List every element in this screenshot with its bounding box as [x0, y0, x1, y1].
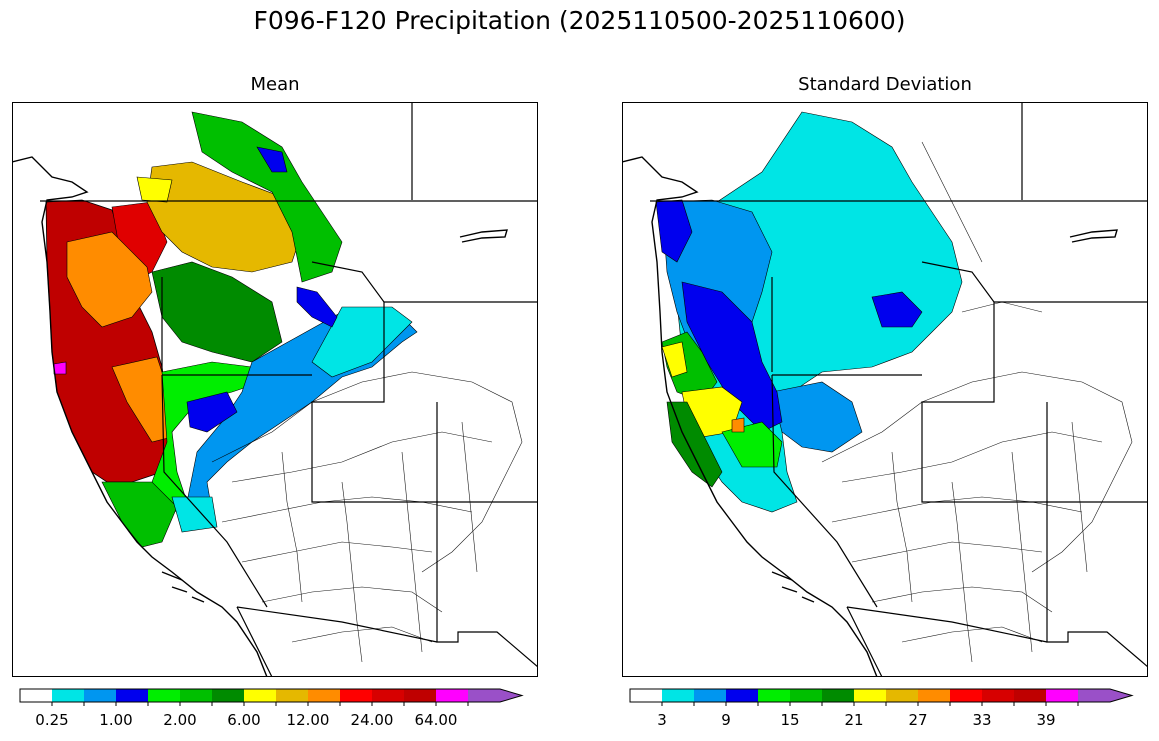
colorbar-tick-label: 9 — [721, 711, 731, 729]
region-green-dark — [151, 261, 283, 363]
region-green-dark — [666, 401, 723, 488]
region-blue-light-2 — [771, 381, 863, 453]
colorbar-tick-label: 33 — [972, 711, 992, 729]
region-blue-dark — [296, 286, 338, 328]
coastline — [622, 156, 1118, 677]
region-blue-dark-3 — [871, 291, 923, 328]
colorbar-tick-label: 3 — [657, 711, 667, 729]
colorbar-bar — [19, 688, 524, 706]
colorbar-bar — [629, 688, 1134, 706]
region-orange — [731, 417, 745, 433]
region-orange — [66, 231, 153, 328]
figure-title: F096-F120 Precipitation (2025110500-2025… — [253, 6, 906, 35]
colorbar-swatch — [52, 689, 84, 702]
basin-outlines — [821, 141, 1133, 663]
colorbar-tick-label: 2.00 — [163, 711, 197, 729]
colorbar-swatch — [244, 689, 276, 702]
colorbar-swatch — [404, 689, 436, 702]
region-yellow-2 — [136, 176, 173, 203]
colorbar-swatch — [1014, 689, 1046, 702]
colorbar-swatch — [790, 689, 822, 702]
region-gold — [146, 161, 303, 273]
colorbar-swatch — [694, 689, 726, 702]
colorbar-swatch — [662, 689, 694, 702]
region-green — [191, 111, 343, 283]
region-blue-dark — [655, 199, 693, 263]
colorbar-tick-label: 64.00 — [414, 711, 458, 729]
colorbar-swatch — [726, 689, 758, 702]
colorbar-swatch — [340, 689, 372, 702]
panel-title-std: Standard Deviation — [798, 74, 972, 95]
colorbar-swatch — [758, 689, 790, 702]
colorbar-swatch — [950, 689, 982, 702]
colorbar-swatch — [84, 689, 116, 702]
colorbar-tick-label: 15 — [780, 711, 800, 729]
colorbar-swatch — [148, 689, 180, 702]
colorbar-swatch — [982, 689, 1014, 702]
region-cyan-south — [171, 496, 218, 533]
colorbar-swatch — [1046, 689, 1078, 702]
state-borders — [40, 102, 538, 677]
colorbar-swatch — [276, 689, 308, 702]
colorbar-swatch — [918, 689, 950, 702]
colorbar-tick-label: 6.00 — [227, 711, 261, 729]
colorbar-tick-label: 1.00 — [99, 711, 133, 729]
colorbar-swatch — [20, 689, 52, 702]
colorbar-swatch — [212, 689, 244, 702]
colorbar-swatch — [308, 689, 340, 702]
region-blue-dark-3 — [256, 146, 288, 173]
region-yellow — [661, 341, 688, 378]
map-standard-deviation — [622, 102, 1148, 677]
colorbar-tick-label: 12.00 — [286, 711, 330, 729]
colorbar-outline — [19, 688, 524, 703]
colorbar-swatch — [116, 689, 148, 702]
region-green-bright — [721, 421, 783, 468]
panel-title-mean: Mean — [250, 74, 300, 95]
region-blue-dark-2 — [186, 391, 238, 433]
colorbar-tick-label: 24.00 — [350, 711, 394, 729]
state-borders — [650, 102, 1148, 677]
colorbar-swatch — [854, 689, 886, 702]
colorbar-swatch — [468, 689, 522, 702]
colorbar-tick-label: 39 — [1036, 711, 1056, 729]
basin-outlines — [211, 371, 523, 663]
colorbar-swatch — [372, 689, 404, 702]
colorbar-tick-label: 21 — [844, 711, 864, 729]
region-magenta — [53, 361, 67, 375]
region-blue-dark-2 — [681, 281, 783, 433]
colorbar-tick-label: 27 — [908, 711, 928, 729]
coastline — [12, 156, 508, 677]
colorbar-swatch — [180, 689, 212, 702]
colorbar-swatch — [630, 689, 662, 702]
colorbar-swatch — [822, 689, 854, 702]
colorbar-outline — [629, 688, 1134, 703]
map-mean — [12, 102, 538, 677]
colorbar-tick-label: 0.25 — [35, 711, 69, 729]
colorbar-mean: 0.25 1.00 2.00 6.00 12.00 24.00 64.00 — [19, 688, 530, 735]
colorbar-swatch — [886, 689, 918, 702]
colorbar-swatch — [1078, 689, 1132, 702]
colorbar-std: 3 9 15 21 27 33 39 — [629, 688, 1140, 735]
colorbar-swatch — [436, 689, 468, 702]
